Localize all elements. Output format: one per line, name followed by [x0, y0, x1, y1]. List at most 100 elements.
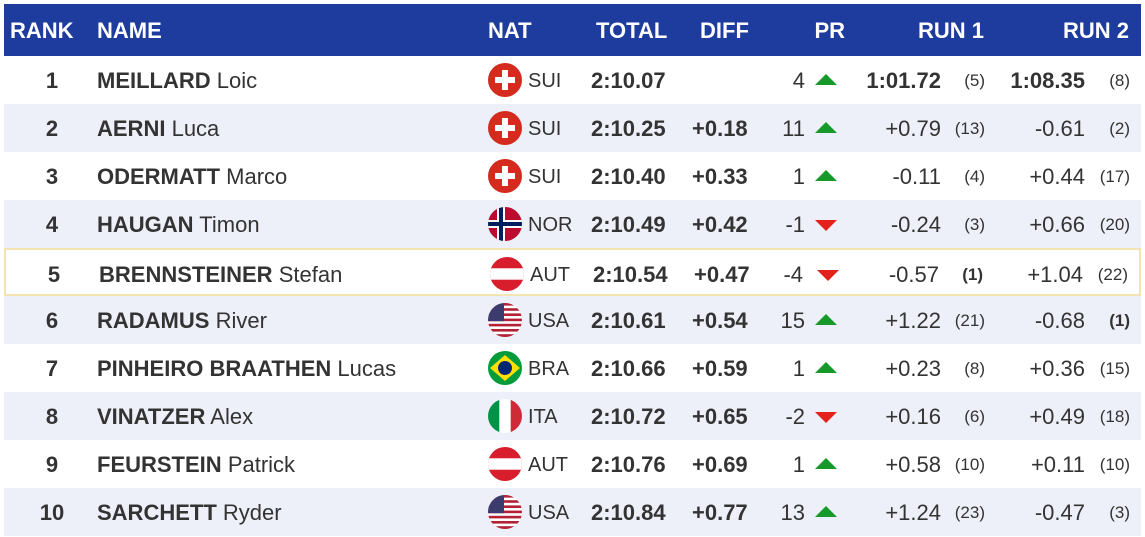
arrow-up — [815, 458, 837, 469]
nation: NOR — [528, 214, 573, 236]
first-name: Alex — [210, 404, 254, 429]
result-row: 1 MEILLARD Loic SUI 2:10.07 4 1:01.72 (5) 1:08.… — [4, 56, 1141, 104]
header-nat: NAT — [488, 18, 532, 43]
run2-time: +1.04 — [1027, 262, 1083, 287]
flag-image — [488, 63, 522, 97]
run2-time: -0.68 — [1034, 308, 1085, 333]
last-name: BRENNSTEINER — [99, 262, 273, 287]
last-name: RADAMUS — [97, 308, 210, 333]
header-diff: DIFF — [700, 18, 749, 43]
run2-rank: (1) — [1109, 311, 1130, 330]
flag-image — [488, 351, 522, 385]
run2-time: +0.36 — [1029, 356, 1085, 381]
total-time: 2:10.72 — [591, 404, 666, 429]
run2-time: +0.66 — [1029, 212, 1085, 237]
flag-image — [488, 207, 522, 241]
arrow-up — [815, 74, 837, 85]
rank: 2 — [45, 116, 59, 141]
nation: SUI — [528, 166, 562, 188]
result-row: 9 FEURSTEIN Patrick AUT 2:10.76 +0.69 1 +0.58 (… — [4, 440, 1141, 488]
run2-time: +0.49 — [1029, 404, 1085, 429]
flag — [488, 111, 522, 145]
header-run1: RUN 1 — [917, 18, 984, 43]
athlete-name: HAUGAN Timon — [97, 212, 260, 238]
flag — [488, 159, 522, 193]
rank: 4 — [45, 212, 59, 237]
diff: +0.33 — [692, 164, 748, 189]
header-pr: PR — [814, 18, 845, 43]
first-name: River — [215, 308, 267, 333]
rank: 3 — [45, 164, 59, 189]
position-change: -1 — [785, 212, 805, 237]
position-change: 1 — [792, 356, 805, 381]
run2-time: +0.11 — [1030, 452, 1085, 477]
first-name: Timon — [199, 212, 260, 237]
arrow-up — [815, 170, 837, 181]
diff: +0.42 — [692, 212, 748, 237]
run2-rank: (22) — [1097, 265, 1128, 284]
arrow-down — [815, 220, 837, 231]
flag-image — [488, 159, 522, 193]
position-change: 15 — [780, 308, 805, 333]
result-row: 3 ODERMATT Marco SUI 2:10.40 +0.33 1 -0.11 (4) +… — [4, 152, 1141, 200]
athlete-name: PINHEIRO BRAATHEN Lucas — [97, 356, 396, 382]
header-total: TOTAL — [596, 18, 668, 43]
diff: +0.54 — [692, 308, 748, 333]
run1-rank: (5) — [964, 71, 985, 90]
nation: SUI — [528, 118, 562, 140]
flag-image — [488, 399, 522, 433]
flag-image — [490, 257, 524, 291]
result-row: 6 RADAMUS River USA 2:10.61 +0.54 15 +1.22 (21)… — [4, 296, 1141, 344]
result-row: 2 AERNI Luca SUI 2:10.25 +0.18 11 +0.79 (13) -0.… — [4, 104, 1141, 152]
run2-time: 1:08.35 — [1010, 68, 1085, 93]
run1-time: 1:01.72 — [866, 68, 941, 93]
flag-image — [488, 447, 522, 481]
last-name: MEILLARD — [97, 68, 211, 93]
run2-rank: (20) — [1099, 215, 1130, 234]
result-row: 8 VINATZER Alex ITA 2:10.72 +0.65 -2 +0.16 (6) +… — [4, 392, 1141, 440]
run2-rank: (2) — [1109, 119, 1130, 138]
run1-rank: (10) — [954, 455, 985, 474]
last-name: HAUGAN — [97, 212, 194, 237]
rank: 1 — [45, 68, 59, 93]
total-time: 2:10.49 — [591, 212, 666, 237]
arrow-down — [815, 412, 837, 423]
nation: ITA — [528, 406, 558, 428]
first-name: Luca — [171, 116, 220, 141]
run2-rank: (15) — [1099, 359, 1130, 378]
position-change: -4 — [783, 262, 803, 287]
flag — [488, 351, 522, 385]
run1-time: +1.22 — [885, 308, 941, 333]
rank: 6 — [45, 308, 59, 333]
arrow-up — [815, 314, 837, 325]
run2-time: -0.61 — [1034, 116, 1085, 141]
position-change: 11 — [782, 116, 805, 141]
flag — [488, 399, 522, 433]
nation: AUT — [528, 454, 568, 476]
run1-rank: (13) — [954, 119, 985, 138]
athlete-name: FEURSTEIN Patrick — [97, 452, 295, 478]
run2-rank: (18) — [1099, 407, 1130, 426]
first-name: Ryder — [222, 500, 282, 525]
flag-image — [488, 111, 522, 145]
last-name: AERNI — [97, 116, 166, 141]
nation: USA — [528, 502, 570, 524]
diff: +0.65 — [692, 404, 748, 429]
run1-time: +0.16 — [885, 404, 941, 429]
header-rank: RANK — [10, 18, 74, 43]
position-change: 1 — [792, 452, 805, 477]
athlete-name: BRENNSTEINER Stefan — [99, 262, 342, 288]
athlete-name: ODERMATT Marco — [97, 164, 287, 190]
run1-rank: (6) — [964, 407, 985, 426]
last-name: ODERMATT — [97, 164, 221, 189]
run1-rank: (21) — [954, 311, 985, 330]
run1-time: +0.58 — [885, 452, 941, 477]
nation: BRA — [528, 358, 570, 380]
nation: USA — [528, 310, 570, 332]
run1-rank: (3) — [964, 215, 985, 234]
total-time: 2:10.07 — [591, 68, 666, 93]
run1-time: -0.24 — [890, 212, 941, 237]
run1-rank: (23) — [954, 503, 985, 522]
rank: 10 — [39, 500, 65, 525]
